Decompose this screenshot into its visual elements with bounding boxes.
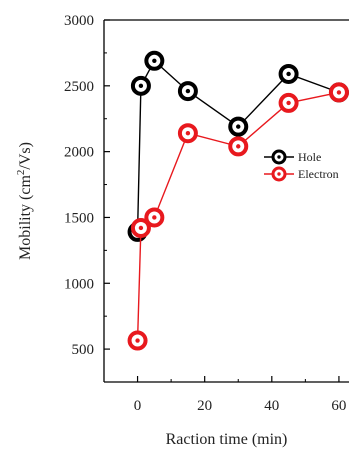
y-axis-title-superscript: 2 <box>15 170 27 176</box>
series-electron-point-center <box>135 338 140 343</box>
y-tick-label: 2000 <box>64 145 94 161</box>
series-hole-point-center <box>236 124 241 129</box>
legend: Hole Electron <box>264 149 339 182</box>
legend-item-hole: Hole <box>264 149 321 165</box>
series-electron-point-center <box>236 144 241 149</box>
legend-marker-center-hole <box>277 155 281 159</box>
series-electron-point-center <box>286 100 291 106</box>
legend-label-electron: Electron <box>298 167 339 181</box>
series-electron-point-center <box>152 215 157 220</box>
x-axis-title: Raction time (min) <box>166 431 288 448</box>
y-axis-title: Mobility (cm2/Vs) <box>15 142 34 260</box>
y-axis-title-suffix: /Vs) <box>17 142 34 170</box>
series-electron-point-center <box>138 225 144 231</box>
series-electron-point-center <box>336 90 342 95</box>
series-electron-point-center <box>185 131 191 136</box>
plot-axes <box>103 19 349 383</box>
x-tick-label: 0 <box>134 398 142 414</box>
y-tick-label: 3000 <box>64 13 94 29</box>
legend-label-hole: Hole <box>298 150 321 164</box>
legend-item-electron: Electron <box>264 166 339 182</box>
y-axis-title-prefix: Mobility (cm <box>17 175 34 260</box>
y-tick-label: 1500 <box>64 210 94 226</box>
legend-marker-center-electron <box>277 172 281 176</box>
series-electron <box>127 82 349 351</box>
x-tick-label: 20 <box>197 398 212 414</box>
y-tick-label: 2500 <box>64 79 94 95</box>
y-axis-ticks: 500 1000 1500 2000 2500 3000 <box>64 13 110 383</box>
x-tick-label: 40 <box>264 398 279 414</box>
series-hole-point-center <box>152 58 157 64</box>
series-hole-point-center <box>185 88 191 94</box>
y-tick-label: 500 <box>72 342 95 358</box>
x-tick-label: 60 <box>331 398 346 414</box>
series-hole-point-center <box>286 71 291 77</box>
x-axis-ticks: 0 20 40 60 <box>103 376 346 414</box>
series-layer <box>127 50 349 351</box>
series-hole-point-center <box>138 83 144 89</box>
y-tick-label: 1000 <box>64 276 94 292</box>
